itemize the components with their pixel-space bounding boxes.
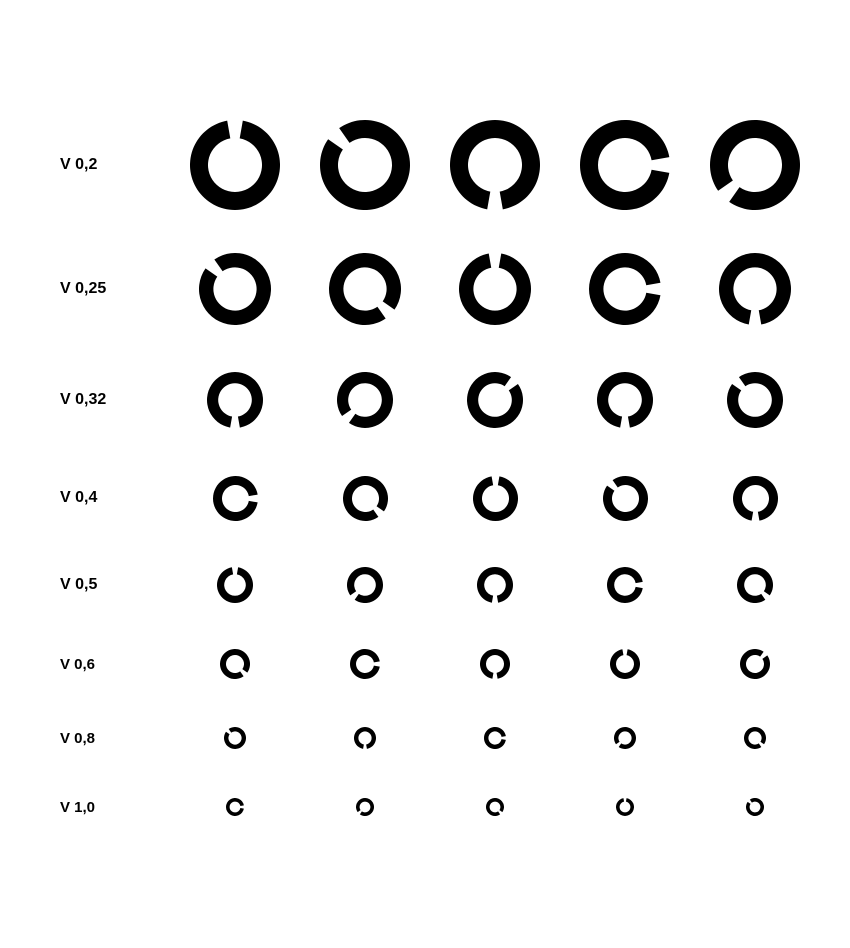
landolt-ring [170, 567, 300, 603]
landolt-ring [430, 649, 560, 679]
landolt-ring [170, 798, 300, 816]
landolt-ring [430, 567, 560, 603]
landolt-ring [170, 120, 300, 210]
acuity-row: V 0,6 [60, 626, 820, 702]
landolt-ring [690, 120, 820, 210]
acuity-row-label: V 0,4 [60, 489, 170, 507]
landolt-ring [560, 253, 690, 325]
landolt-ring [300, 649, 430, 679]
landolt-ring [560, 120, 690, 210]
landolt-ring [170, 727, 300, 749]
acuity-row: V 0,8 [60, 702, 820, 774]
landolt-ring [170, 476, 300, 521]
acuity-row-label: V 0,6 [60, 656, 170, 673]
landolt-ring [690, 372, 820, 428]
landolt-ring [430, 727, 560, 749]
landolt-ring [300, 120, 430, 210]
acuity-row-rings [170, 798, 820, 816]
landolt-ring [690, 798, 820, 816]
acuity-row-rings [170, 649, 820, 679]
landolt-ring [300, 372, 430, 428]
acuity-row-label: V 0,25 [60, 280, 170, 298]
acuity-row-label: V 1,0 [60, 799, 170, 816]
landolt-ring [560, 798, 690, 816]
landolt-ring [690, 253, 820, 325]
landolt-ring [170, 649, 300, 679]
landolt-ring [690, 727, 820, 749]
landolt-ring [300, 798, 430, 816]
landolt-ring [170, 372, 300, 428]
landolt-ring [560, 372, 690, 428]
landolt-ring [300, 253, 430, 325]
acuity-row-label: V 0,32 [60, 391, 170, 409]
landolt-ring [430, 372, 560, 428]
landolt-ring [560, 567, 690, 603]
landolt-ring [300, 476, 430, 521]
acuity-row: V 0,5 [60, 544, 820, 626]
acuity-row-label: V 0,8 [60, 730, 170, 747]
acuity-row: V 1,0 [60, 774, 820, 840]
acuity-row-rings [170, 727, 820, 749]
acuity-row: V 0,4 [60, 452, 820, 544]
acuity-row-rings [170, 476, 820, 521]
landolt-ring [430, 253, 560, 325]
acuity-row-rings [170, 372, 820, 428]
acuity-row: V 0,32 [60, 348, 820, 452]
landolt-ring [170, 253, 300, 325]
landolt-ring [430, 120, 560, 210]
landolt-ring [690, 649, 820, 679]
landolt-ring [430, 798, 560, 816]
landolt-ring [560, 727, 690, 749]
landolt-ring [300, 567, 430, 603]
acuity-row-rings [170, 253, 820, 325]
acuity-row-rings [170, 567, 820, 603]
acuity-row: V 0,25 [60, 230, 820, 348]
acuity-row: V 0,2 [60, 100, 820, 230]
landolt-chart: V 0,2 V 0,25 V 0,32 V 0,4 V 0,5 V 0,6 V 0,8 V 1… [0, 0, 850, 840]
landolt-ring [430, 476, 560, 521]
landolt-ring [690, 476, 820, 521]
acuity-row-rings [170, 120, 820, 210]
landolt-ring [560, 476, 690, 521]
landolt-ring [690, 567, 820, 603]
acuity-row-label: V 0,2 [60, 156, 170, 174]
landolt-ring [300, 727, 430, 749]
acuity-row-label: V 0,5 [60, 576, 170, 594]
landolt-ring [560, 649, 690, 679]
